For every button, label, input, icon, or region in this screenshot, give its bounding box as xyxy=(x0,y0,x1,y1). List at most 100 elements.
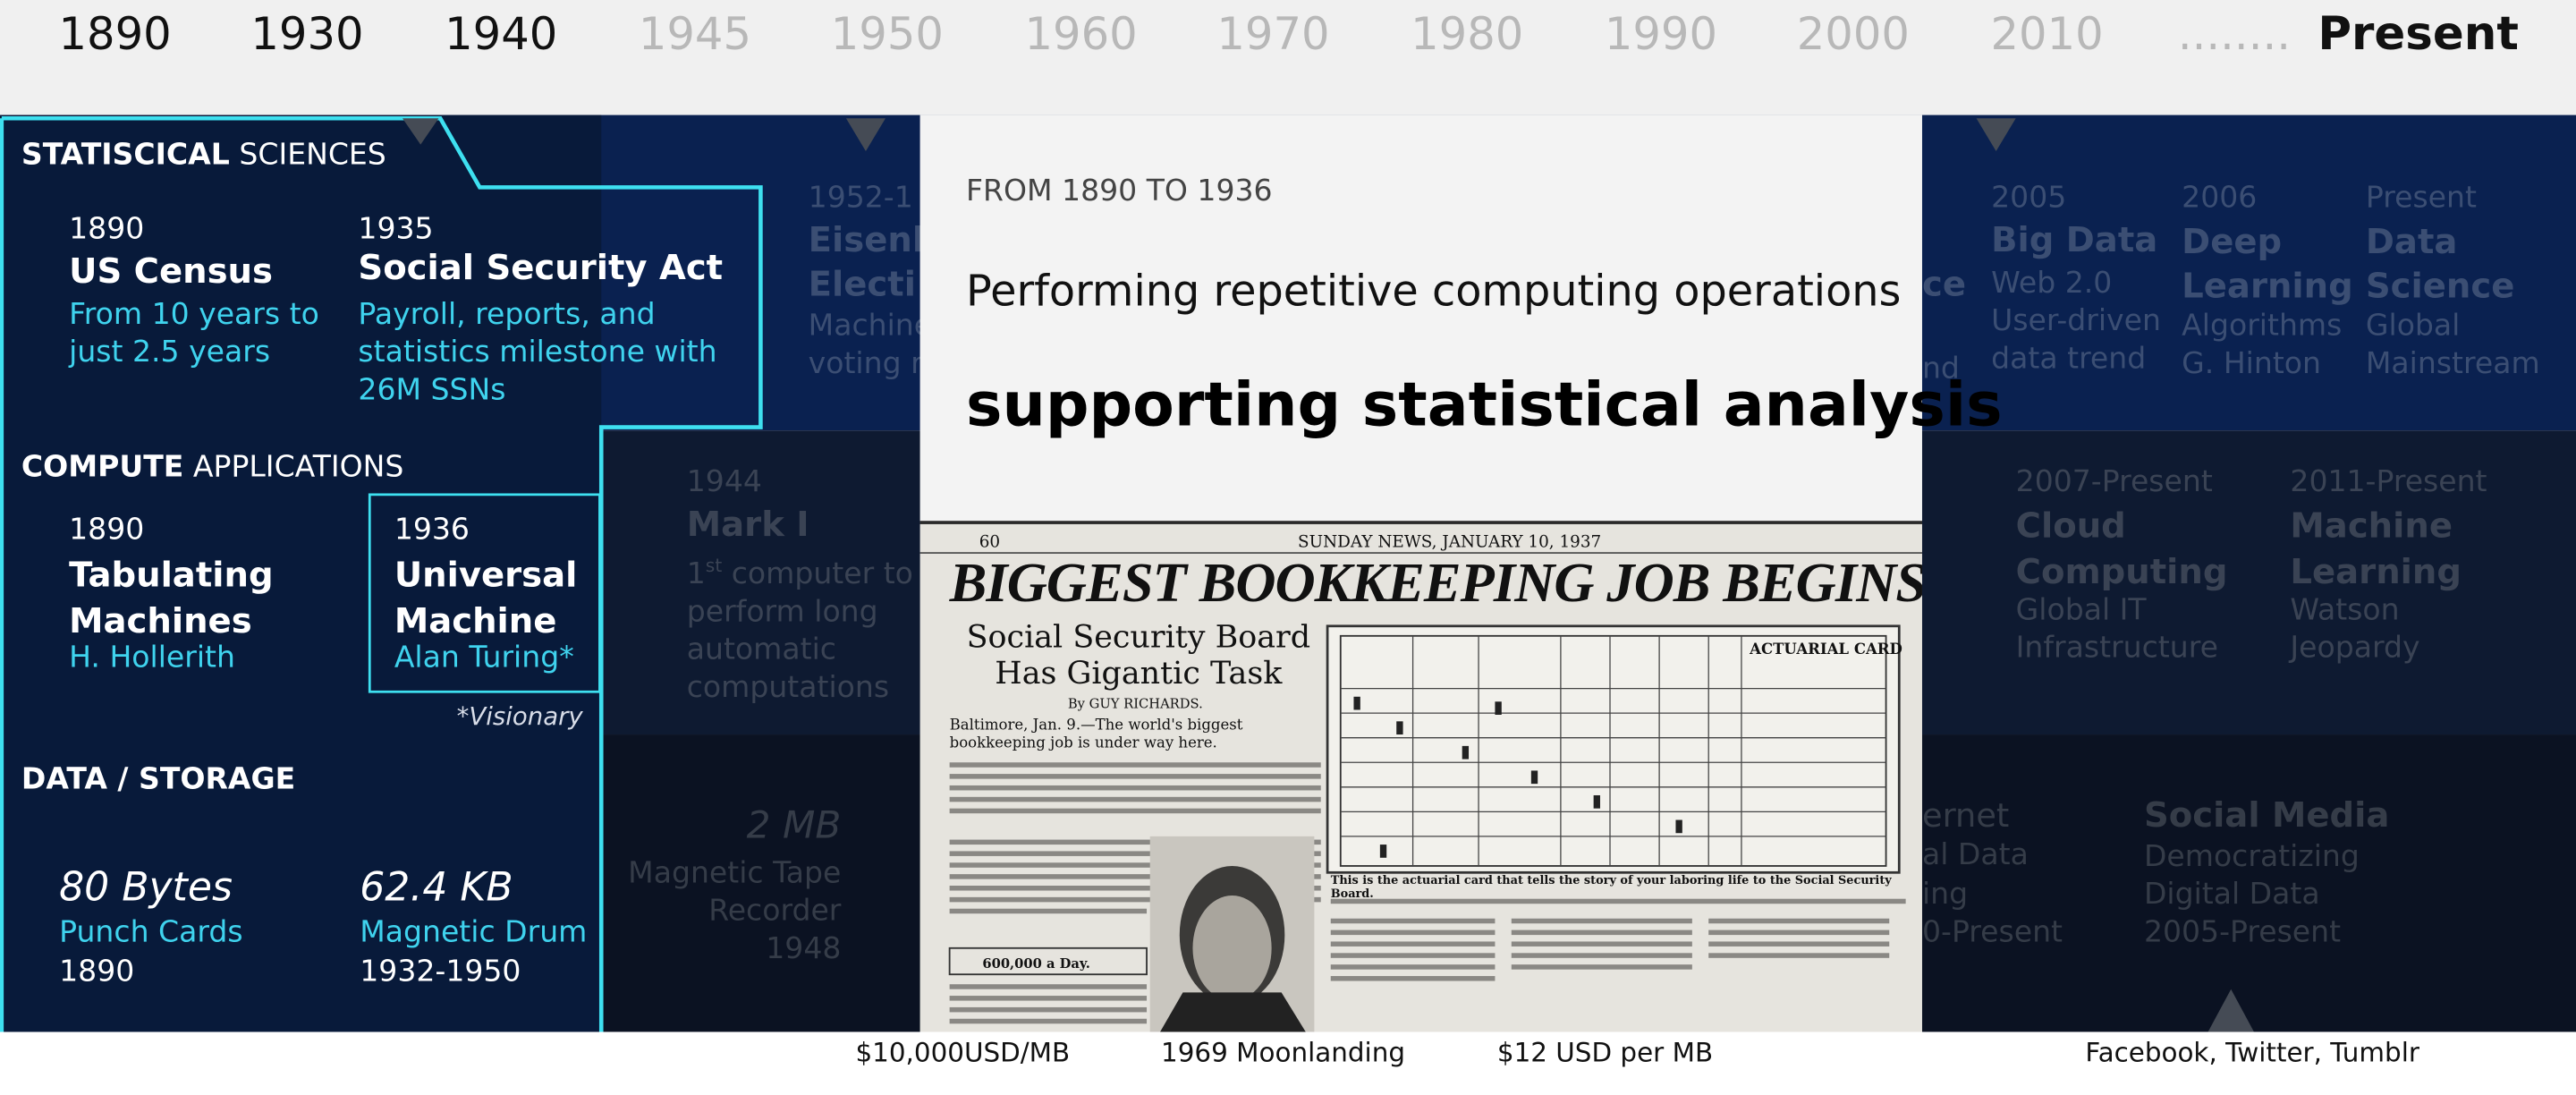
card-heading: supporting statistical analysis xyxy=(966,369,2003,441)
lede: Baltimore, Jan. 9.—The world's biggest b… xyxy=(949,717,1243,753)
panel-outline xyxy=(0,115,763,1032)
rule xyxy=(919,552,1922,554)
year[interactable]: 1970 xyxy=(1216,10,1330,61)
page-number: 60 xyxy=(979,533,1001,553)
faded-detail: 1st computer to perform long automatic c… xyxy=(687,548,917,707)
faded-title: Social Media xyxy=(2143,794,2390,836)
storage-size: 62.4 KB xyxy=(360,864,513,911)
card xyxy=(919,115,1922,523)
card-line: Performing repetitive computing operatio… xyxy=(966,267,1902,318)
year[interactable]: 1945 xyxy=(638,10,752,61)
footer-label: 1969 Moonlanding xyxy=(1160,1036,1405,1068)
section-title: COMPUTE APPLICATIONS xyxy=(21,450,404,485)
item-title: US Census xyxy=(69,251,273,292)
faded-detail: Democratizing Digital Data xyxy=(2143,839,2360,912)
year[interactable]: ........ xyxy=(2177,10,2292,61)
dateline: SUNDAY NEWS, JANUARY 10, 1937 xyxy=(1298,533,1602,553)
faded-year: 1948 xyxy=(766,931,842,967)
storage-size: 80 Bytes xyxy=(59,864,233,911)
card-label: ACTUARIAL CARD xyxy=(1750,642,1902,659)
faded-fragment: ce xyxy=(1921,264,1967,304)
item-detail: Alan Turing* xyxy=(394,641,574,675)
faded-year: 1944 xyxy=(686,464,762,500)
year[interactable]: 1940 xyxy=(445,10,558,61)
year[interactable]: 1890 xyxy=(58,10,172,61)
faded-year: 2006 xyxy=(2182,181,2258,216)
faded-title: Deep Learning xyxy=(2182,221,2353,306)
note: *Visionary xyxy=(456,701,583,732)
faded-title: Eisenh xyxy=(808,220,937,260)
year[interactable]: 2000 xyxy=(1796,10,1910,61)
storage-medium: Punch Cards xyxy=(59,915,243,950)
faded-title: Machine Learning xyxy=(2290,505,2462,592)
subhead: Social Security Board Has Gigantic Task xyxy=(966,619,1311,692)
item-title: Social Security Act xyxy=(358,248,724,288)
ordinal: 1 xyxy=(686,556,706,592)
newspaper: 60 SUNDAY NEWS, JANUARY 10, 1937 BIGGEST… xyxy=(919,521,1922,1036)
faded-title: Electi xyxy=(808,264,916,304)
item-detail: From 10 years to just 2.5 years xyxy=(69,297,319,370)
section-title: STATISCICAL SCIENCES xyxy=(21,138,386,173)
item-year: 1890 xyxy=(69,513,145,548)
item-detail: Payroll, reports, and statistics milesto… xyxy=(358,297,717,408)
year[interactable]: 1980 xyxy=(1411,10,1524,61)
storage-medium: Magnetic Drum xyxy=(360,915,588,950)
item-year: 1936 xyxy=(394,513,470,548)
highlight-box xyxy=(368,493,601,693)
faded-year: 1952-1 xyxy=(808,181,913,216)
faded-fragment: nd xyxy=(1921,352,1960,386)
pointer xyxy=(2207,989,2255,1032)
year[interactable]: 1990 xyxy=(1604,10,1718,61)
item-detail: H. Hollerith xyxy=(69,641,235,675)
faded-detail: Global IT Infrastructure xyxy=(2015,593,2218,666)
faded-medium: Magnetic Tape Recorder xyxy=(628,855,842,929)
faded-fragment: ing xyxy=(1921,877,1969,912)
storage-year: 1932-1950 xyxy=(360,955,521,989)
item-year: 1935 xyxy=(358,211,434,247)
faded-year: 2011-Present xyxy=(2290,464,2487,500)
footer xyxy=(0,1031,2576,1095)
year[interactable]: Present xyxy=(2318,6,2519,61)
faded-title: Cloud Computing xyxy=(2015,505,2228,592)
faded-fragment: 0-Present xyxy=(1921,915,2063,950)
title-bold: STATISCICAL xyxy=(21,138,230,173)
faded-year: 2007-Present xyxy=(2015,464,2213,500)
faded-year: 2005-Present xyxy=(2143,915,2342,950)
faded-detail: Algorithms G. Hinton xyxy=(2182,309,2343,382)
title-bold: COMPUTE xyxy=(21,450,184,485)
faded-fragment: al Data xyxy=(1921,837,2029,873)
card-eyebrow: FROM 1890 TO 1936 xyxy=(966,174,1273,209)
ordinal-suffix: st xyxy=(705,555,723,577)
year[interactable]: 1950 xyxy=(830,10,944,61)
left-panel xyxy=(0,115,602,1032)
storage-year: 1890 xyxy=(59,955,135,989)
faded-year: 2005 xyxy=(1991,181,2067,216)
faded-detail: Machine xyxy=(808,309,933,344)
footer-label: Facebook, Twitter, Tumblr xyxy=(2085,1036,2419,1068)
box-text: 600,000 a Day. xyxy=(982,955,1090,972)
section-title: DATA / STORAGE xyxy=(21,762,296,797)
faded-title: Data Science xyxy=(2365,221,2515,306)
faded-title: Big Data xyxy=(1991,220,2158,260)
title-rest: APPLICATIONS xyxy=(192,450,404,485)
faded-detail: voting r xyxy=(808,346,923,382)
year[interactable]: 2010 xyxy=(1990,10,2104,61)
newspaper-art xyxy=(948,624,1906,1036)
faded-title: Mark I xyxy=(686,504,809,544)
faded-detail: Web 2.0 User-driven data trend xyxy=(1991,266,2161,377)
faded-year: Present xyxy=(2365,181,2477,216)
faded-detail: Global Mainstream xyxy=(2365,309,2540,382)
byline: By GUY RICHARDS. xyxy=(1067,696,1203,712)
year[interactable]: 1960 xyxy=(1024,10,1138,61)
item-title: Universal Machine xyxy=(394,555,578,641)
item-title: Tabulating Machines xyxy=(69,555,274,641)
faded-fragment: ernet xyxy=(1921,794,2010,836)
caption: This is the actuarial card that tells th… xyxy=(1330,872,1892,901)
year[interactable]: 1930 xyxy=(250,10,364,61)
detail-text: computer to perform long automatic compu… xyxy=(686,556,913,705)
faded-detail: Watson Jeopardy xyxy=(2290,593,2420,666)
footer-label: $10,000USD/MB xyxy=(855,1036,1071,1068)
